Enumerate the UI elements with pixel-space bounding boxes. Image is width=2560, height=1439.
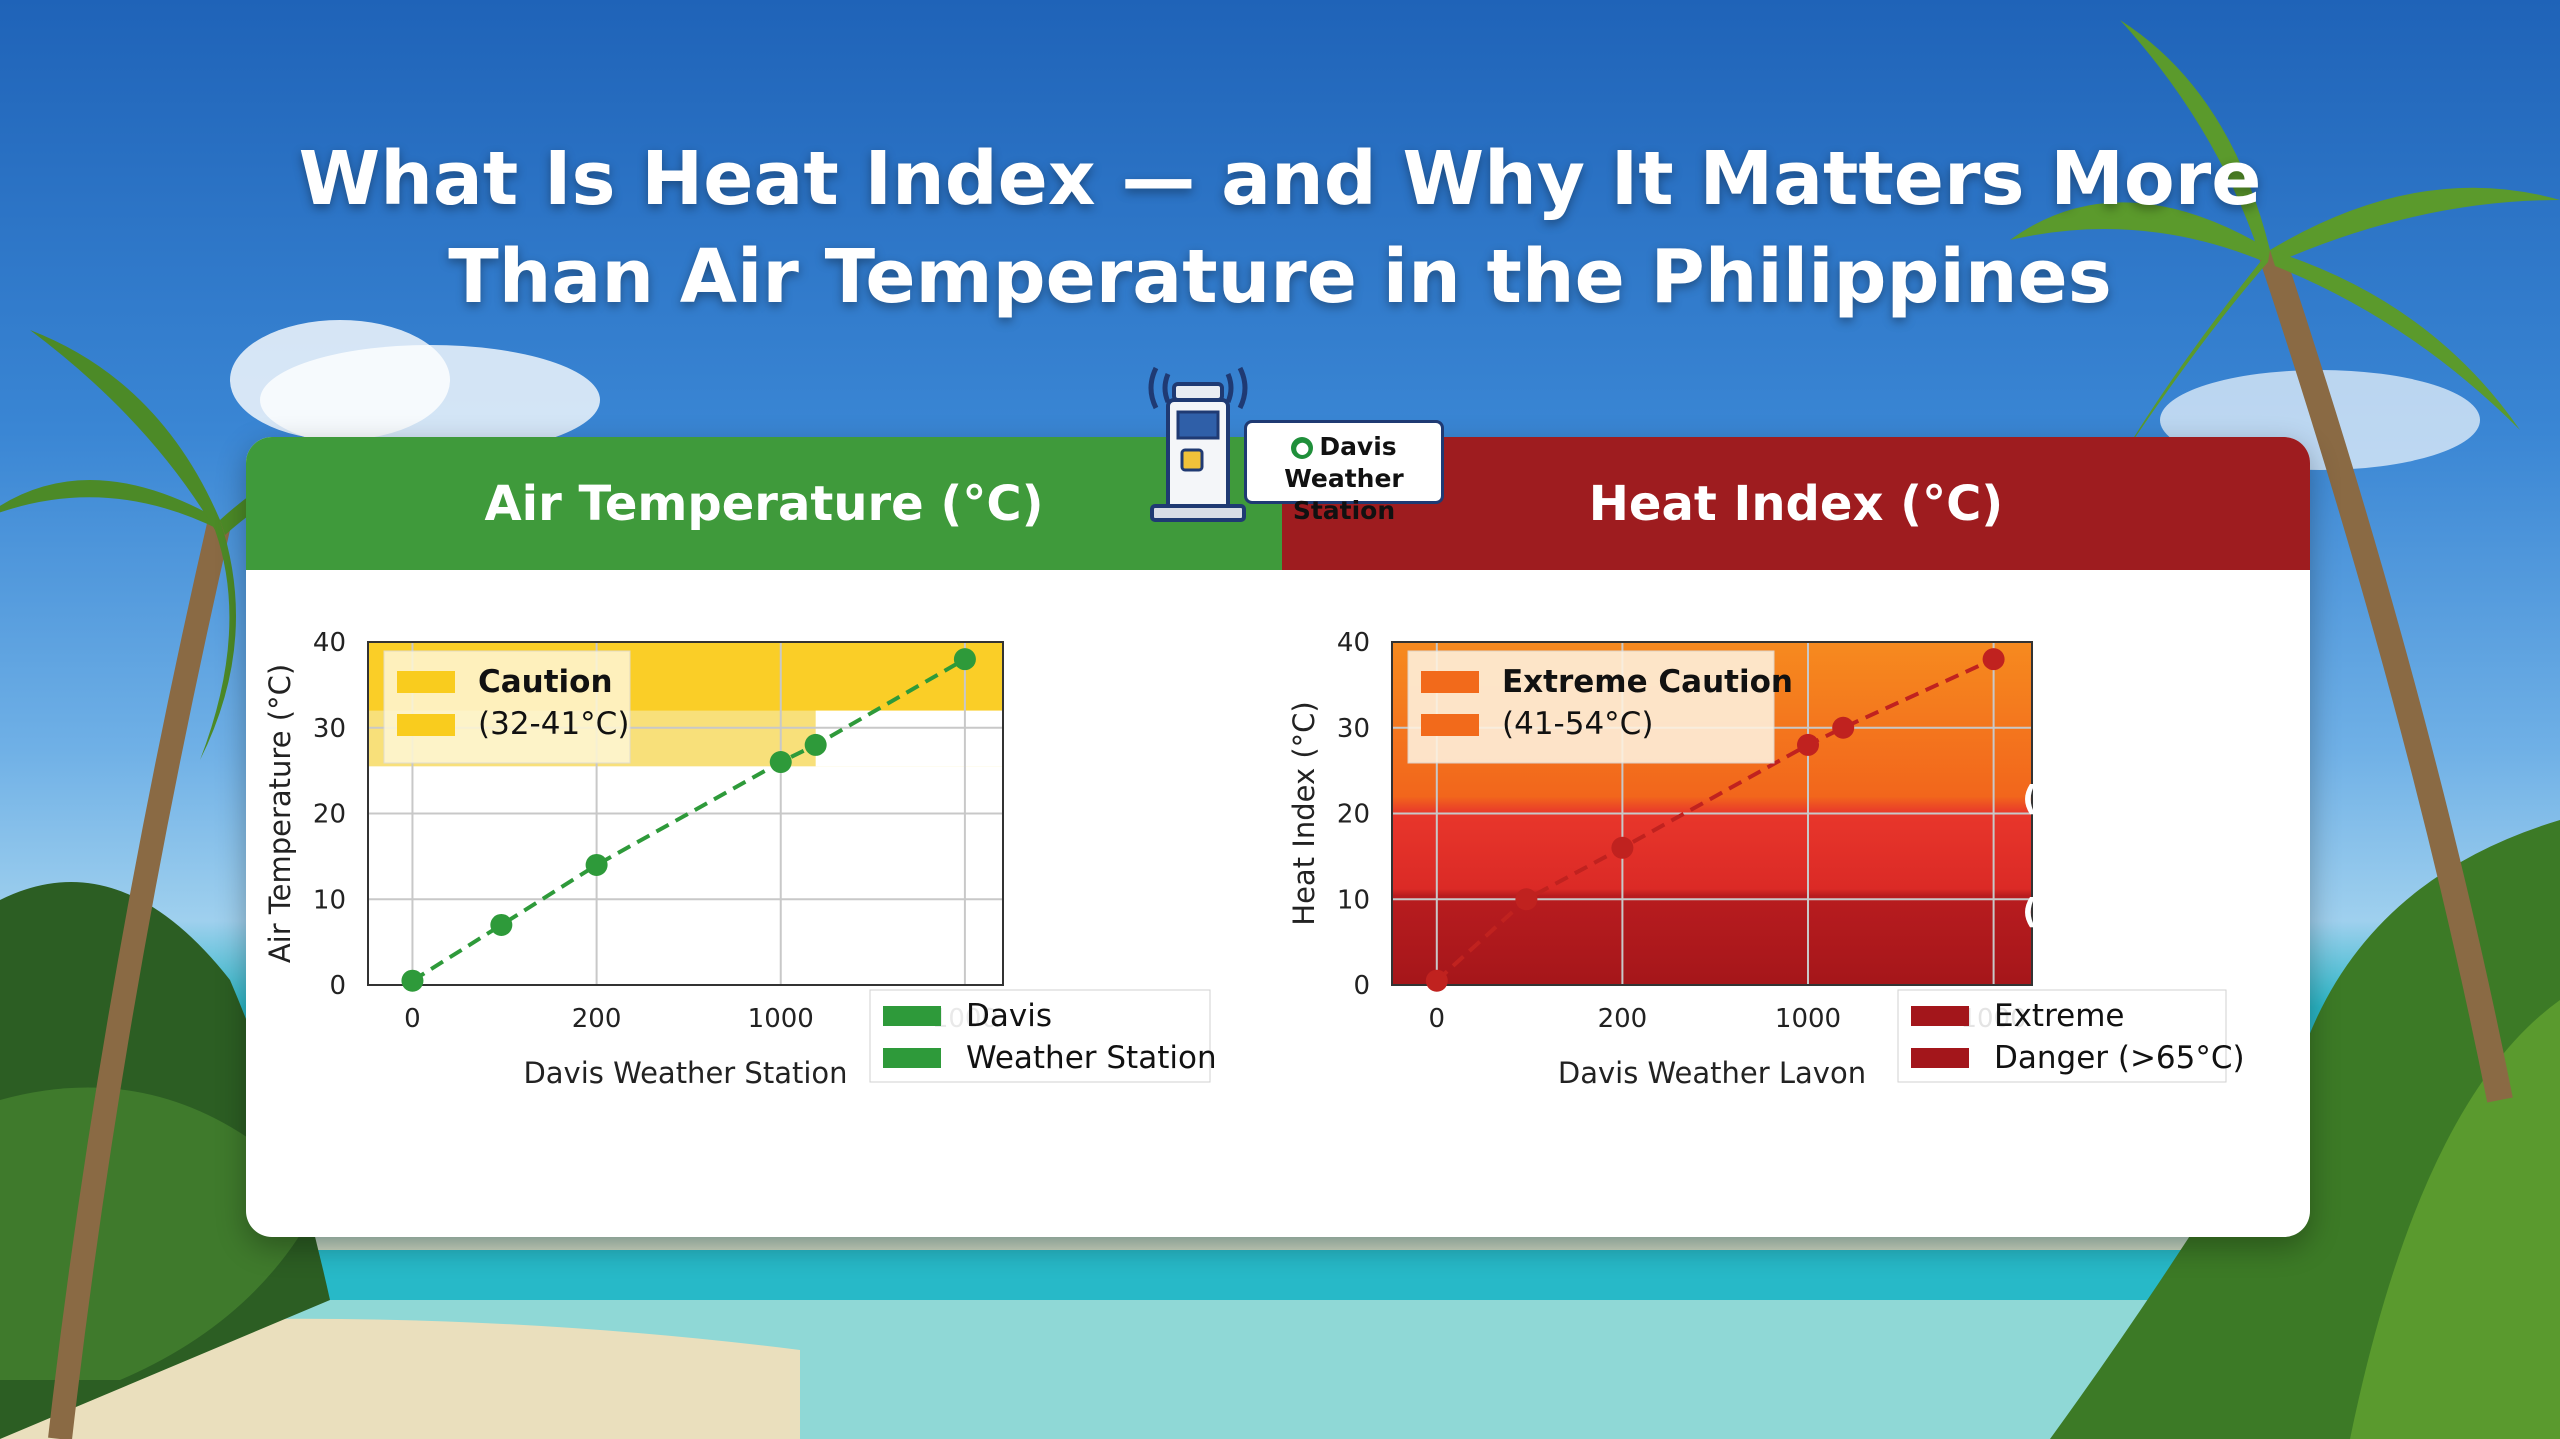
y-tick-label: 30 <box>313 714 346 744</box>
x-tick-label: 200 <box>572 1004 622 1034</box>
station-badge: ● Davis Weather Station <box>1244 420 1444 525</box>
y-axis-label: Heat Index (°C) <box>1287 701 1321 925</box>
y-tick-label: 30 <box>1337 714 1370 744</box>
x-tick-label: 1000 <box>1775 1004 1841 1034</box>
data-point <box>953 648 976 671</box>
series-swatch-1 <box>883 1006 941 1026</box>
data-point <box>1832 716 1855 739</box>
data-point <box>1425 969 1448 992</box>
y-tick-label: 10 <box>1337 885 1370 915</box>
station-badge-line-2: Weather Station <box>1284 464 1404 525</box>
data-point <box>769 751 792 774</box>
y-tick-label: 40 <box>1337 628 1370 658</box>
plot-frame <box>1391 641 2033 986</box>
extreme-caution-legend-line-1: Extreme Caution <box>1502 664 1793 700</box>
x-axis-label: Davis Weather Station <box>523 1056 847 1090</box>
title-line-1: What Is Heat Index — and Why It Matters … <box>298 136 2262 222</box>
y-tick-label: 40 <box>313 628 346 658</box>
caution-swatch-2 <box>397 714 455 736</box>
extreme-danger-swatch-2 <box>1911 1048 1969 1068</box>
plot-frame <box>367 641 1004 986</box>
data-point <box>401 969 424 992</box>
weather-station-icon <box>1148 366 1248 522</box>
extreme-caution-swatch-1 <box>1421 671 1479 693</box>
x-tick-label: 1000 <box>748 1004 814 1034</box>
extreme-caution-legend: Extreme Caution (41-54°C) <box>1407 650 1793 764</box>
y-tick-label: 0 <box>1353 971 1370 1001</box>
data-point <box>1515 888 1538 911</box>
data-point <box>585 853 608 876</box>
series-line <box>1435 657 1995 983</box>
extreme-danger-legend: Extreme Danger (>65°C) <box>1897 989 2245 1083</box>
heat-index-header-label: Heat Index (°C) <box>1588 475 2004 532</box>
air-temperature-header-label: Air Temperature (°C) <box>484 475 1044 532</box>
heat-index-header: Heat Index (°C) <box>1282 437 2310 570</box>
x-axis-label: Davis Weather Lavon <box>1558 1056 1866 1090</box>
extreme-danger-legend-line-1: Extreme <box>1994 998 2125 1034</box>
series-legend-line-2: Weather Station <box>966 1040 1217 1076</box>
data-point <box>490 913 513 936</box>
extreme-danger-legend-line-2: Danger (>65°C) <box>1994 1040 2245 1076</box>
data-point <box>804 733 827 756</box>
y-axis-label: Air Temperature (°C) <box>263 664 297 963</box>
band-label-danger: Danger <box>2035 661 2175 701</box>
location-pin-icon: ● <box>1291 437 1314 459</box>
caution-legend: Caution (32-41°C) <box>383 650 631 764</box>
title-line-2: Than Air Temperature in the Philippines <box>448 234 2112 320</box>
extreme-caution-swatch-2 <box>1421 714 1479 736</box>
y-tick-label: 0 <box>329 971 346 1001</box>
band-gap <box>815 710 1003 767</box>
series-legend: Davis Weather Station <box>869 989 1217 1083</box>
data-point <box>1982 648 2005 671</box>
caution-swatch-1 <box>397 671 455 693</box>
x-tick-label: 0 <box>404 1004 421 1034</box>
series-legend-line-1: Davis <box>966 998 1052 1034</box>
caution-legend-line-1: Caution <box>478 664 613 700</box>
data-point <box>1611 836 1634 859</box>
station-badge-line-1: Davis <box>1319 432 1397 461</box>
extreme-danger-swatch-1 <box>1911 1006 1969 1026</box>
data-point <box>1797 733 1819 756</box>
y-tick-label: 10 <box>313 885 346 915</box>
series-swatch-2 <box>883 1048 941 1068</box>
caution-legend-line-2: (32-41°C) <box>478 706 629 742</box>
x-tick-label: 200 <box>1598 1004 1648 1034</box>
x-tick-label: 0 <box>1429 1004 1446 1034</box>
y-tick-label: 20 <box>313 800 346 830</box>
page-title: What Is Heat Index — and Why It Matters … <box>0 130 2560 326</box>
extreme-caution-legend-line-2: (41-54°C) <box>1502 706 1653 742</box>
series-line <box>411 657 966 983</box>
y-tick-label: 20 <box>1337 800 1370 830</box>
air-temperature-header: Air Temperature (°C) <box>246 437 1282 570</box>
band-label-1: (54-65°C) <box>2022 779 2204 819</box>
band-label-2: (54-65°C) <box>2022 892 2204 932</box>
